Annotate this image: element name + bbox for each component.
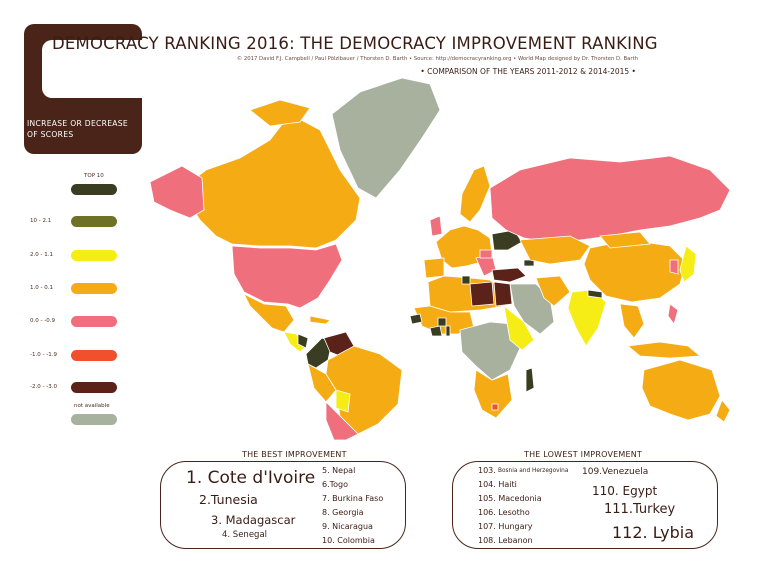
- lowest-rank-108: 108. Lebanon: [478, 536, 533, 545]
- japan: [679, 245, 697, 283]
- best-rank-9: 9. Nicaragua: [322, 522, 373, 531]
- best-rank-8: 8. Georgia: [322, 508, 364, 517]
- credits-line: © 2017 David F.J. Campbell / Paul Pölzlb…: [236, 56, 638, 62]
- uk: [429, 215, 443, 237]
- lowest-rank-110: 110. Egypt: [592, 484, 658, 498]
- map-title: DEMOCRACY RANKING 2016: THE DEMOCRACY IM…: [52, 34, 658, 53]
- southern-africa: [473, 369, 513, 419]
- tunisia: [461, 275, 471, 285]
- legend-swatch-2-1: [71, 250, 117, 261]
- lowest-rank-109: 109.Venezuela: [582, 467, 649, 477]
- nicaragua: [297, 333, 309, 349]
- togo: [445, 325, 451, 337]
- indonesia: [627, 341, 702, 359]
- iran: [535, 275, 571, 307]
- chile-argentina: [325, 401, 359, 440]
- legend-label-na: not available: [74, 403, 110, 409]
- lowest-rank-103-name: Bosnia and Herzegovina: [498, 468, 569, 474]
- legend-label-top10: TOP 10: [84, 173, 104, 179]
- comparison-subtitle: • COMPARISON OF THE YEARS 2011-2012 & 20…: [420, 67, 636, 76]
- legend-swatch-na: [71, 414, 117, 425]
- lowest-rank-111: 111.Turkey: [604, 502, 676, 517]
- central-america: [283, 331, 307, 353]
- korea: [669, 259, 679, 275]
- arctic-islands: [249, 99, 311, 127]
- east-africa: [503, 305, 535, 351]
- egypt: [493, 281, 513, 307]
- southeast-asia: [619, 303, 645, 339]
- best-rank-5: 5. Nepal: [322, 466, 356, 475]
- greenland: [331, 77, 441, 199]
- kazakhstan: [519, 235, 591, 265]
- central-africa: [459, 321, 521, 381]
- legend-swatch-0-neg1: [71, 316, 117, 327]
- china: [583, 239, 687, 303]
- brand-bracket: [24, 24, 152, 154]
- senegal: [409, 313, 423, 325]
- best-rank-3: 3. Madagascar: [211, 513, 296, 527]
- canada: [179, 113, 361, 249]
- cuba: [309, 315, 331, 325]
- legend-swatch-top10: [71, 184, 117, 195]
- philippines: [667, 303, 679, 325]
- best-box: [160, 461, 406, 549]
- best-rank-10: 10. Colombia: [322, 536, 375, 545]
- best-rank-1: 1. Cote d'Ivoire: [186, 468, 316, 488]
- lowest-rank-105: 105. Macedonia: [478, 494, 542, 503]
- iberia: [423, 257, 445, 279]
- legend-label-neg2-neg3: -2.0 - -3.0: [30, 384, 57, 390]
- mongolia: [599, 231, 651, 249]
- legend-swatch-1-0: [71, 283, 117, 294]
- scandinavia: [459, 165, 491, 223]
- best-rank-4: 4. Senegal: [222, 530, 268, 540]
- russia: [489, 155, 731, 243]
- lowest-rank-104: 104. Haiti: [478, 480, 517, 489]
- legend-label-neg1-neg2: -1.0 - -1.9: [30, 352, 57, 358]
- burkina-faso: [437, 317, 447, 327]
- madagascar: [525, 367, 535, 393]
- legend-swatch-neg2-neg3: [71, 382, 117, 393]
- legend-label-10-2: 10 - 2.1: [30, 218, 52, 224]
- legend-label-2-1: 2.0 - 1.1: [30, 252, 53, 258]
- legend-title: INCREASE OR DECREASE OF SCORES: [27, 119, 129, 139]
- lowest-rank-107: 107. Hungary: [478, 522, 533, 531]
- best-rank-2: 2.Tunesia: [199, 492, 258, 507]
- libya: [469, 281, 495, 307]
- lowest-rank-103-num: 103.: [478, 466, 496, 475]
- lowest-rank-106: 106. Lesotho: [478, 508, 530, 517]
- hungary: [479, 249, 493, 259]
- nepal: [587, 289, 603, 299]
- lesotho: [491, 403, 499, 411]
- peru: [307, 363, 337, 403]
- bolivia: [335, 389, 351, 413]
- alaska: [149, 165, 205, 219]
- lowest-heading: THE LOWEST IMPROVEMENT: [524, 450, 642, 459]
- new-zealand: [715, 399, 731, 423]
- india: [567, 289, 607, 347]
- cote-divoire: [429, 325, 443, 337]
- best-rank-6: 6.Togo: [322, 480, 349, 489]
- lowest-box: [452, 461, 718, 549]
- best-rank-7: 7. Burkina Faso: [322, 494, 384, 503]
- best-heading: THE BEST IMPROVEMENT: [242, 450, 347, 459]
- legend-label-1-0: 1.0 - 0.1: [30, 285, 53, 291]
- usa: [231, 243, 343, 309]
- australia: [641, 359, 721, 421]
- world-map: [149, 77, 731, 440]
- turkey: [491, 267, 527, 283]
- lowest-rank-112: 112. Lybia: [612, 523, 695, 542]
- legend-label-0-neg1: 0.0 - -0.9: [30, 318, 55, 324]
- legend-swatch-neg1-neg2: [71, 350, 117, 361]
- legend-swatch-10-2: [71, 216, 117, 227]
